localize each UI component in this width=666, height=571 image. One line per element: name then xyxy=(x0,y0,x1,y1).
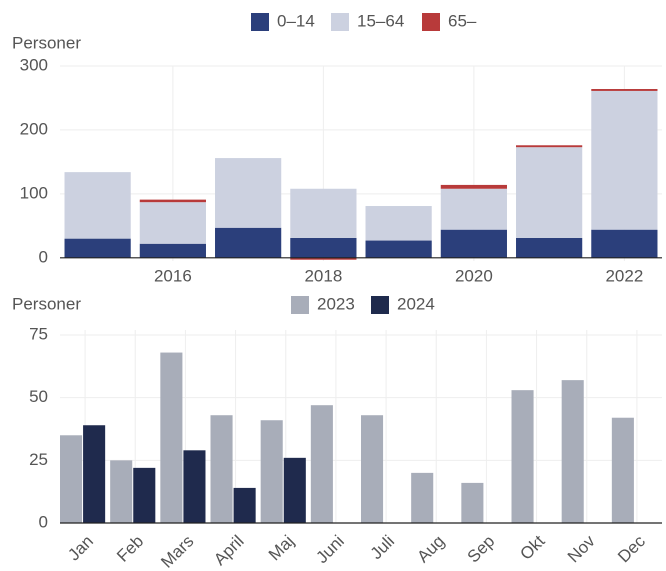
bar xyxy=(310,405,333,523)
legend-label: 0–14 xyxy=(277,11,315,30)
bar xyxy=(233,487,256,523)
bar-segment xyxy=(139,202,206,244)
bar-segment xyxy=(516,145,583,148)
bar-segment xyxy=(440,229,507,258)
x-tick-label: 2016 xyxy=(154,266,192,285)
bar xyxy=(183,450,206,523)
legend-swatch xyxy=(331,13,349,31)
legend-label: 65– xyxy=(448,11,477,30)
x-tick-label: Mars xyxy=(157,532,197,571)
bar-segment xyxy=(440,184,507,189)
bar xyxy=(461,482,484,523)
y-tick-label: 100 xyxy=(20,183,48,202)
x-tick-label: Dec xyxy=(614,531,649,566)
bar-segment xyxy=(516,237,583,258)
x-tick-label: Sep xyxy=(464,532,499,567)
legend-label: 2023 xyxy=(317,294,355,313)
bar xyxy=(110,460,133,523)
bar xyxy=(411,472,434,523)
bar-segment xyxy=(365,206,432,241)
bar-segment xyxy=(139,199,206,203)
bar-segment xyxy=(591,229,658,258)
bar-segment xyxy=(139,243,206,258)
bar xyxy=(83,425,106,523)
bar xyxy=(283,457,306,523)
legend-swatch xyxy=(251,13,269,31)
legend-swatch xyxy=(371,296,389,314)
bar-segment xyxy=(290,257,357,260)
legend-label: 15–64 xyxy=(357,11,404,30)
y-tick-label: 25 xyxy=(29,450,48,469)
x-tick-label: Juni xyxy=(312,532,347,567)
x-tick-label: Jan xyxy=(64,532,97,565)
x-tick-label: Aug xyxy=(413,532,448,567)
y-tick-label: 0 xyxy=(39,512,48,531)
bar-segment xyxy=(591,89,658,91)
bar xyxy=(361,415,384,523)
bar xyxy=(160,352,183,523)
y-tick-label: 200 xyxy=(20,119,48,138)
bar-segment xyxy=(365,240,432,258)
y-tick-label: 75 xyxy=(29,324,48,343)
legend-swatch xyxy=(291,296,309,314)
bar xyxy=(133,467,156,523)
legend-label: 2024 xyxy=(397,294,435,313)
x-tick-label: Juli xyxy=(367,532,398,563)
bar-segment xyxy=(516,147,583,238)
x-tick-label: April xyxy=(210,532,247,569)
bar-segment xyxy=(64,238,131,258)
y-tick-label: 50 xyxy=(29,387,48,406)
x-tick-label: Maj xyxy=(265,532,298,565)
bar xyxy=(260,420,283,523)
bar xyxy=(60,435,83,523)
bar xyxy=(611,417,634,523)
bar-segment xyxy=(215,227,282,258)
bar-segment xyxy=(290,237,357,258)
y-tick-label: 300 xyxy=(20,55,48,74)
legend-swatch xyxy=(422,13,440,31)
x-tick-label: 2020 xyxy=(455,266,493,285)
y-axis-label: Personer xyxy=(12,294,81,313)
x-tick-label: Feb xyxy=(113,532,147,566)
x-tick-label: Nov xyxy=(564,531,599,566)
bar xyxy=(511,390,534,523)
bar-segment xyxy=(591,90,658,230)
bar xyxy=(561,380,584,523)
bar xyxy=(210,415,233,523)
y-axis-label: Personer xyxy=(12,33,81,52)
x-tick-label: 2018 xyxy=(304,266,342,285)
x-tick-label: 2022 xyxy=(605,266,643,285)
bar-segment xyxy=(215,158,282,228)
bar-segment xyxy=(64,172,131,239)
bar-segment xyxy=(290,188,357,238)
x-tick-label: Okt xyxy=(516,531,548,563)
bar-segment xyxy=(440,188,507,230)
y-tick-label: 0 xyxy=(39,247,48,266)
